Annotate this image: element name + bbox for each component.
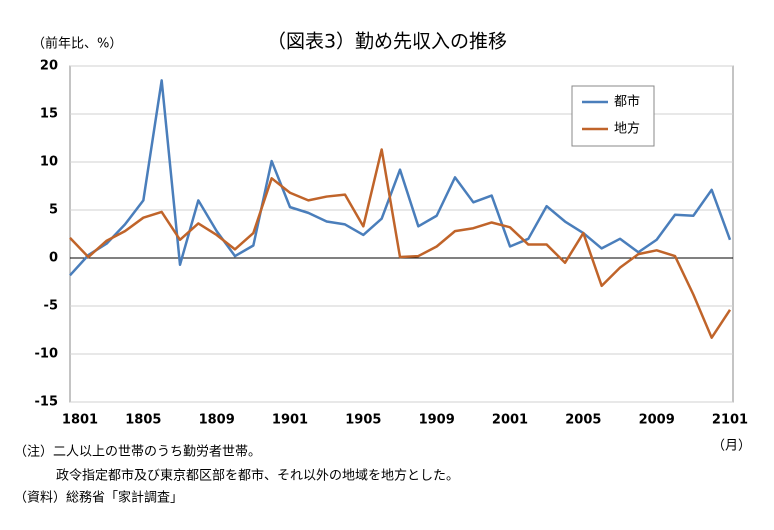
y-tick-label: -5 (44, 299, 58, 314)
x-axis-label: （月） (712, 439, 751, 454)
x-tick-label: 2009 (639, 413, 675, 428)
note: 政令指定都市及び東京都区部を都市、それ以外の地域を地方とした。 (56, 468, 459, 484)
y-tick-label: 20 (40, 59, 58, 74)
y-tick-label: 10 (40, 155, 58, 170)
x-tick-label: 1901 (272, 413, 308, 428)
y-axis-label: （前年比、%） (32, 36, 122, 52)
series-line (69, 148, 732, 339)
y-tick-label: -15 (35, 395, 59, 410)
x-tick-label: 1905 (345, 413, 381, 428)
x-tick-label: 2001 (492, 413, 528, 428)
x-tick-label: 1805 (125, 413, 161, 428)
x-tick-label: 1809 (199, 413, 235, 428)
y-tick-label: 0 (49, 251, 58, 266)
y-tick-label: -10 (35, 347, 59, 362)
x-tick-label: 2005 (565, 413, 601, 428)
y-tick-label: 5 (49, 203, 58, 218)
series-line (69, 79, 732, 277)
note: （注）二人以上の世帯のうち勤労者世帯。 (14, 445, 261, 460)
legend-label: 都市 (614, 94, 640, 110)
x-tick-label: 2101 (712, 413, 748, 428)
legend-box (571, 85, 655, 147)
chart-title: （図表3）勤め先収入の推移 (267, 31, 507, 53)
note: （資料）総務省「家計調査」 (14, 490, 183, 506)
legend-label: 地方 (614, 121, 640, 137)
x-tick-label: 1801 (62, 413, 98, 428)
x-tick-label: 1909 (419, 413, 455, 428)
y-tick-label: 15 (40, 107, 58, 122)
